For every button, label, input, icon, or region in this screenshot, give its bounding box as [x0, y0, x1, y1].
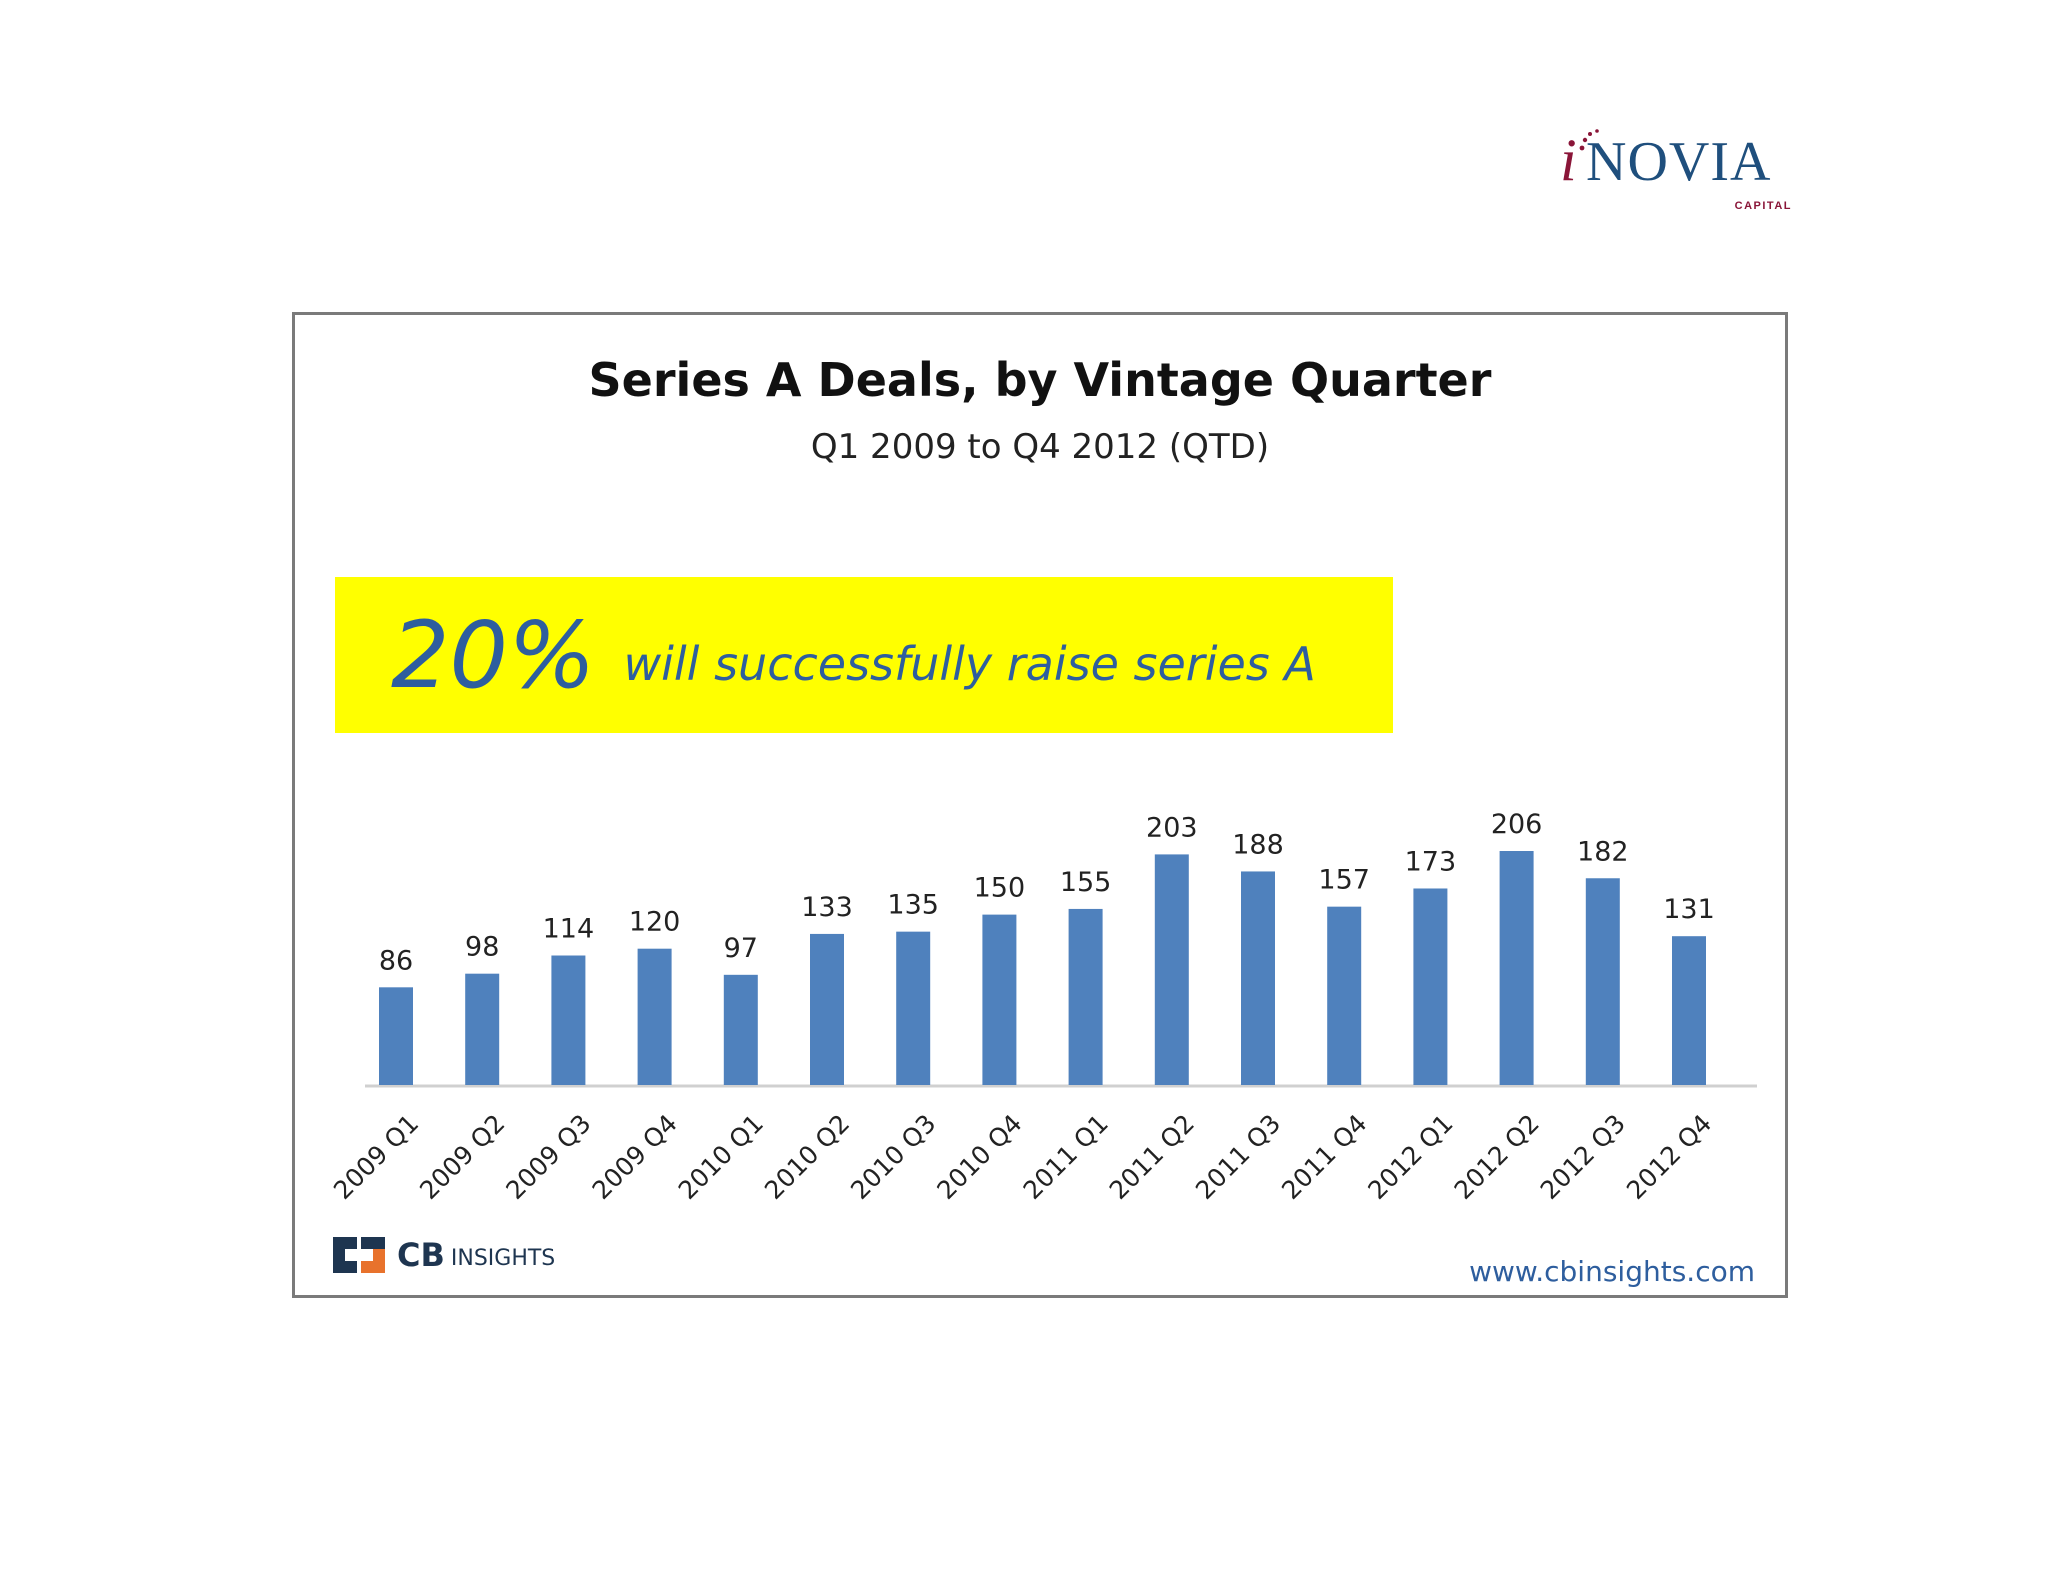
- bar-2009-q1: [379, 987, 413, 1085]
- cb-brand: CB: [397, 1236, 445, 1274]
- bar-2012-q1: [1413, 888, 1448, 1085]
- bar-2011-q1: [1068, 908, 1103, 1085]
- logo-i-mark: i: [1560, 127, 1577, 193]
- bar-2011-q3: [1241, 871, 1275, 1085]
- x-tick-label: 2009 Q2: [414, 1109, 510, 1205]
- bar-2009-q2: [465, 973, 500, 1085]
- inovia-capital-logo: i NOVIA CAPITAL: [1560, 122, 1800, 214]
- chart-subtitle: Q1 2009 to Q4 2012 (QTD): [810, 427, 1270, 467]
- chart-title: Series A Deals, by Vintage Quarter: [588, 353, 1492, 407]
- x-tick-label: 2012 Q3: [1535, 1109, 1631, 1205]
- data-label: 131: [1663, 894, 1715, 925]
- chart-frame: Series A Deals, by Vintage Quarter Q1 20…: [292, 312, 1788, 1298]
- bar-2011-q4: [1327, 906, 1362, 1085]
- data-label: 173: [1405, 846, 1457, 877]
- bar-2009-q3: [551, 955, 586, 1085]
- x-tick-label: 2011 Q4: [1276, 1109, 1372, 1205]
- data-label: 188: [1232, 829, 1284, 860]
- data-label: 206: [1491, 809, 1543, 840]
- x-tick-label: 2011 Q1: [1018, 1109, 1114, 1205]
- bar-2012-q4: [1672, 936, 1706, 1085]
- data-label: 86: [379, 945, 413, 976]
- data-label: 120: [629, 907, 681, 938]
- logo-brand: NOVIA: [1586, 131, 1772, 193]
- data-label: 155: [1060, 867, 1112, 898]
- cb-insights-label: INSIGHTS: [450, 1245, 556, 1271]
- bar-2010-q3: [896, 931, 931, 1085]
- x-tick-label: 2010 Q2: [759, 1109, 855, 1205]
- data-label: 182: [1577, 836, 1629, 867]
- data-label: 203: [1146, 812, 1198, 843]
- logo-dots-icon: [1579, 129, 1599, 151]
- bar-2011-q2: [1154, 854, 1189, 1085]
- bar-2010-q2: [810, 933, 844, 1085]
- source-url: www.cbinsights.com: [1469, 1255, 1755, 1288]
- data-label: 133: [801, 892, 853, 923]
- x-tick-label: 2010 Q4: [931, 1109, 1027, 1205]
- data-label: 97: [724, 933, 758, 964]
- x-tick-label: 2010 Q3: [845, 1109, 941, 1205]
- data-label: 157: [1318, 865, 1370, 896]
- x-tick-label: 2012 Q1: [1362, 1109, 1458, 1205]
- x-tick-label: 2011 Q3: [1190, 1109, 1286, 1205]
- x-tick-label: 2010 Q1: [673, 1109, 769, 1205]
- logo-capital: CAPITAL: [1734, 200, 1792, 212]
- data-label: 114: [543, 914, 595, 945]
- cb-insights-icon: [333, 1237, 385, 1273]
- bar-chart: 86 2009 Q1 98 2009 Q2 114 2009 Q3 120 2009 Q4 97…: [328, 809, 1757, 1205]
- callout-text: will successfully raise series A: [623, 637, 1316, 691]
- x-tick-label: 2011 Q2: [1104, 1109, 1200, 1205]
- x-tick-label: 2012 Q4: [1621, 1109, 1717, 1205]
- bar-2012-q2: [1499, 851, 1534, 1085]
- bar-2010-q1: [723, 974, 758, 1085]
- bar-2012-q3: [1585, 878, 1620, 1085]
- cb-insights-logo: CB INSIGHTS: [329, 1235, 555, 1275]
- x-tick-label: 2009 Q3: [500, 1109, 596, 1205]
- data-label: 98: [465, 932, 499, 963]
- x-tick-label: 2009 Q4: [587, 1109, 683, 1205]
- x-tick-label: 2012 Q2: [1449, 1109, 1545, 1205]
- data-label: 135: [887, 890, 939, 921]
- callout-box: 20% will successfully raise series A: [335, 577, 1393, 733]
- x-tick-label: 2009 Q1: [328, 1109, 424, 1205]
- callout-percent: 20%: [391, 601, 596, 709]
- data-label: 150: [974, 873, 1026, 904]
- bar-2010-q4: [982, 914, 1017, 1085]
- bar-2009-q4: [637, 948, 672, 1085]
